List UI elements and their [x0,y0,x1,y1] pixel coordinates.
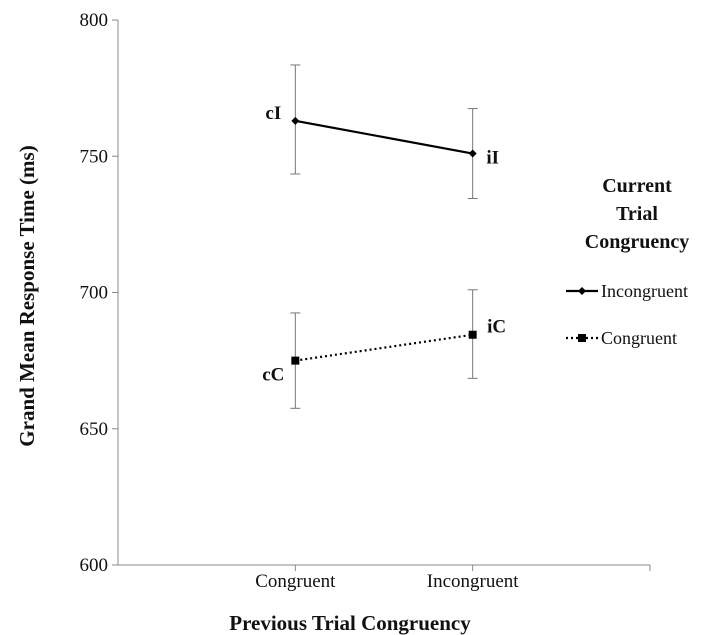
data-point [468,330,477,339]
data-point [291,356,300,365]
legend-title-line: Current [602,175,672,197]
y-axis-title: Grand Mean Response Time (ms) [15,145,39,446]
y-tick-label: 750 [80,146,109,167]
x-tick-label: Incongruent [427,571,520,592]
axes: 600 650 700 750 800 Congruent Incongruent [80,10,651,592]
y-tick-label: 650 [80,419,109,440]
series-lines [295,119,473,362]
point-label: iI [486,148,499,169]
legend-marker [578,334,586,342]
x-axis-title: Previous Trial Congruency [229,611,471,635]
error-bars [290,64,478,409]
legend-title-line: Congruency [585,231,689,253]
data-point [291,116,300,125]
series-markers [291,116,477,365]
legend-label: Congruent [601,328,677,348]
data-point [468,149,477,158]
series-line-congruent [295,333,473,362]
point-labels: cI iI cC iC [262,103,506,386]
legend-marker [578,287,586,295]
point-label: iC [487,317,506,338]
point-label: cC [262,365,284,386]
y-tick-label: 600 [80,555,109,576]
y-tick-label: 800 [80,10,109,31]
legend-title-line: Trial [616,203,658,225]
series-line-incongruent [295,119,473,155]
legend-label: Incongruent [601,281,688,301]
point-label: cI [265,103,281,124]
y-tick-label: 700 [80,283,109,304]
x-tick-label: Congruent [255,571,336,592]
legend: Current Trial Congruency Incongruent Congrue… [566,175,689,348]
